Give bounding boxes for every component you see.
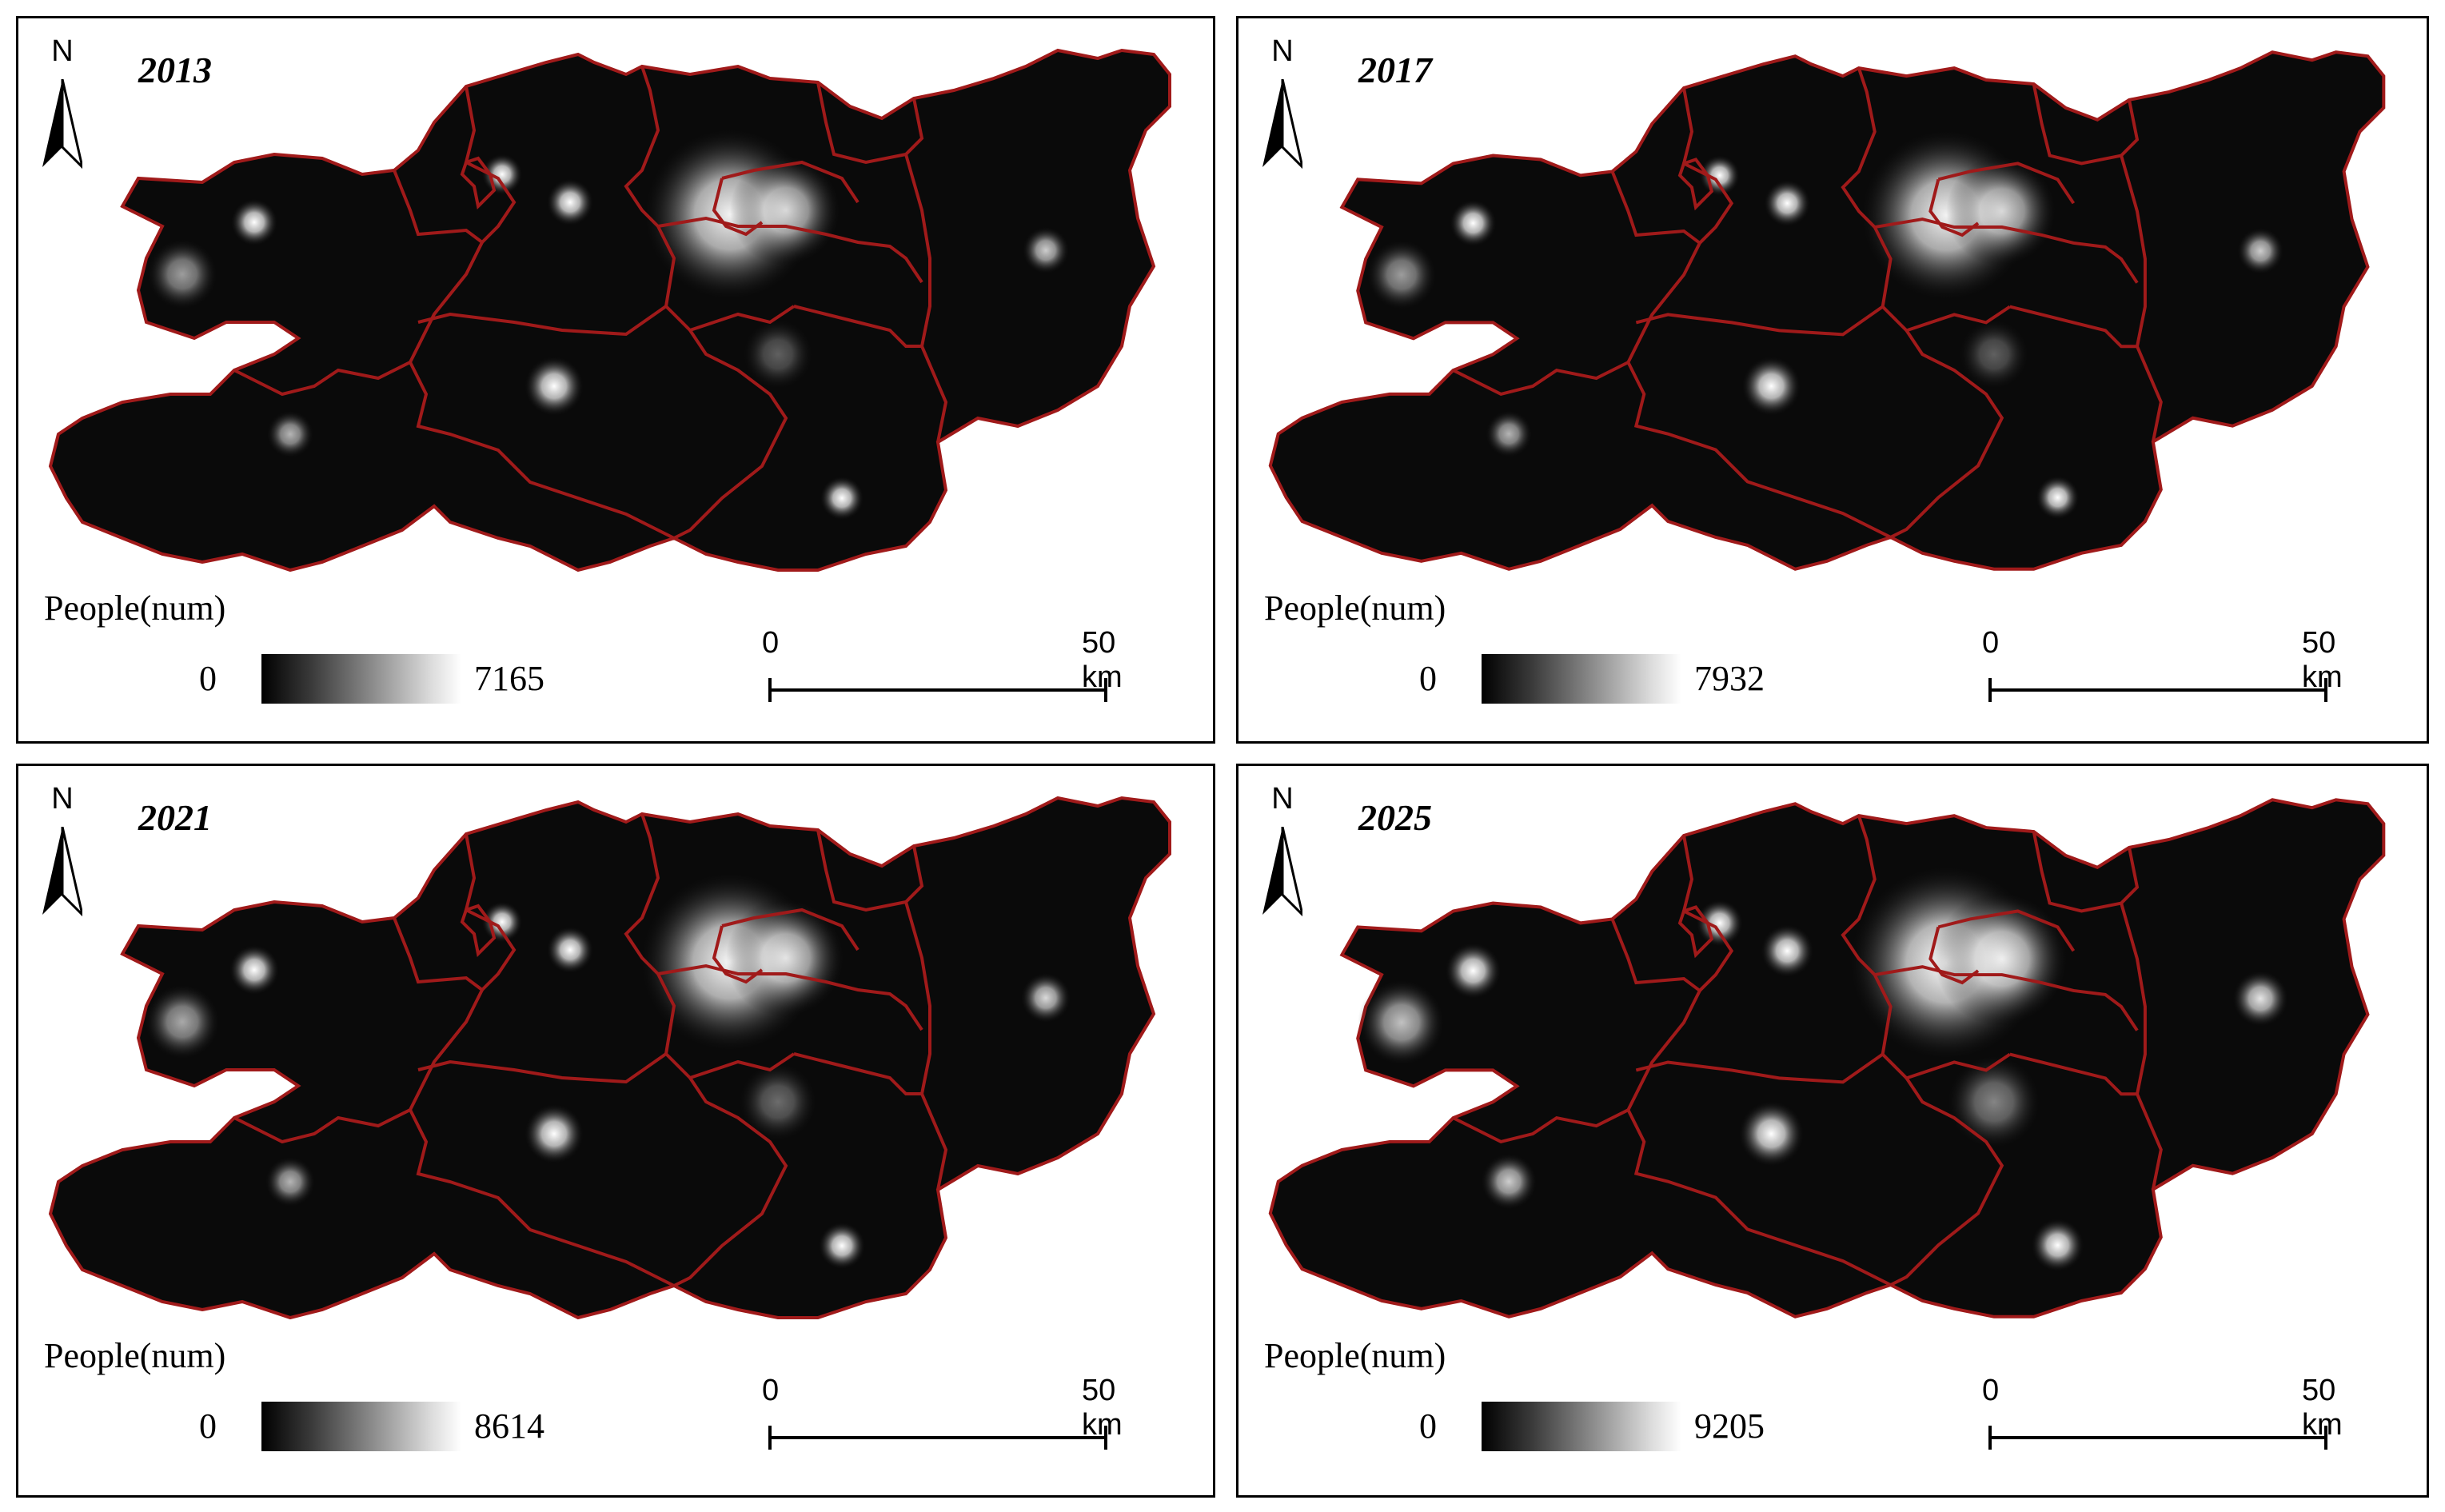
north-label: N [51, 34, 74, 68]
study-area-outline [1268, 798, 2386, 1319]
legend-title: People(num) [44, 1336, 226, 1375]
legend-min: 0 [1419, 1406, 1437, 1446]
legend-title: People(num) [1264, 588, 1446, 628]
north-arrow: N [34, 782, 90, 934]
legend-color-ramp [261, 1402, 461, 1451]
scale-zero-label: 0 [1982, 1374, 2000, 1407]
legend-title: People(num) [44, 588, 226, 628]
legend-max: 7932 [1694, 659, 1765, 698]
scale-bar: 0 50 km [762, 1374, 1130, 1470]
population-density-map [48, 796, 1171, 1320]
north-arrow-icon [42, 827, 82, 917]
population-density-map [48, 48, 1171, 572]
scale-line [1988, 1426, 2327, 1450]
legend-max: 9205 [1694, 1406, 1765, 1446]
scale-bar: 0 50 km [762, 626, 1130, 722]
district-boundaries [233, 813, 948, 1287]
map-panel-2025: 2025 N People(num) 0 9205 0 50 km [1236, 764, 2429, 1498]
population-hotspots [1366, 127, 2284, 521]
legend-min: 0 [199, 659, 217, 698]
scale-bar: 0 50 km [1982, 626, 2350, 722]
legend-min: 0 [1419, 659, 1437, 698]
north-label: N [1271, 34, 1294, 68]
legend-color-ramp [1482, 1402, 1681, 1451]
legend-min: 0 [199, 1406, 217, 1446]
scale-zero-label: 0 [762, 1374, 780, 1407]
north-label: N [51, 782, 74, 816]
population-hotspots [146, 126, 1070, 521]
scale-zero-label: 0 [1982, 626, 2000, 660]
population-density-map [1268, 798, 2386, 1319]
legend-color-ramp [1482, 654, 1681, 704]
scale-line [1988, 678, 2327, 702]
scale-zero-label: 0 [762, 626, 780, 660]
north-arrow-icon [1262, 827, 1302, 917]
study-area-outline [1268, 50, 2386, 571]
scale-end-label: 50 km [2302, 1374, 2343, 1442]
north-arrow: N [1254, 34, 1310, 186]
year-label: 2013 [138, 50, 212, 90]
legend-max: 8614 [474, 1406, 544, 1446]
population-density-map [1268, 50, 2386, 571]
legend-max: 7165 [474, 659, 544, 698]
map-panel-2013: 2013 N People(num) 0 7165 0 50 km [16, 16, 1215, 744]
scale-line [768, 678, 1107, 702]
north-label: N [1271, 782, 1294, 816]
legend-title: People(num) [1264, 1336, 1446, 1375]
district-boundaries [1452, 67, 2163, 539]
district-boundaries [1452, 815, 2163, 1287]
district-boundaries [233, 66, 948, 540]
scale-line [768, 1426, 1107, 1450]
north-arrow-icon [1262, 79, 1302, 170]
map-panel-2017: 2017 N People(num) 0 7932 0 50 km [1236, 16, 2429, 744]
north-arrow-icon [42, 79, 82, 170]
year-label: 2017 [1358, 50, 1432, 90]
year-label: 2025 [1358, 797, 1432, 838]
north-arrow: N [1254, 782, 1310, 934]
north-arrow: N [34, 34, 90, 186]
map-panel-2021: 2021 N People(num) 0 8614 0 50 km [16, 764, 1215, 1498]
scale-bar: 0 50 km [1982, 1374, 2350, 1470]
study-area-outline [48, 796, 1171, 1320]
year-label: 2021 [138, 797, 212, 838]
population-hotspots [1358, 863, 2289, 1273]
legend-color-ramp [261, 654, 461, 704]
study-area-outline [48, 48, 1171, 572]
